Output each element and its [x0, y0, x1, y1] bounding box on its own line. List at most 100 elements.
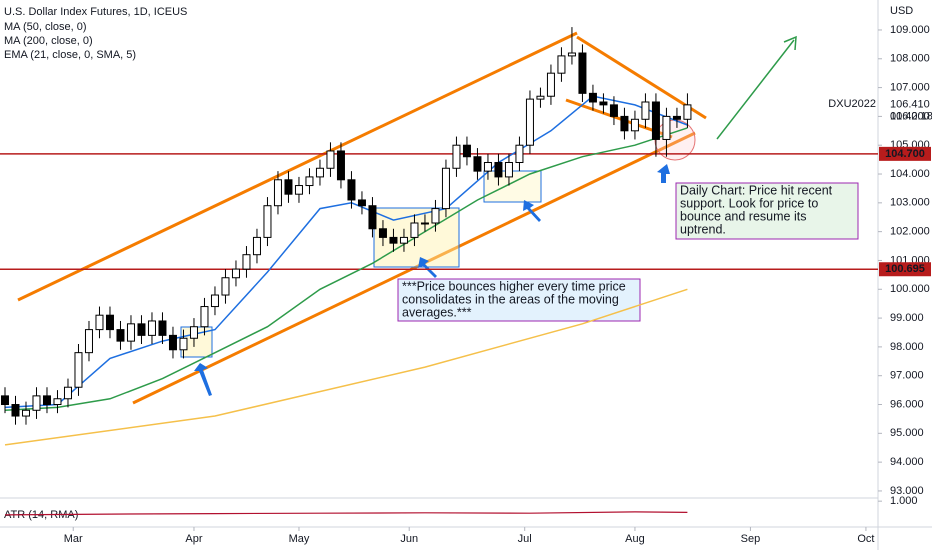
atr-tick-label: 1.000 — [890, 495, 918, 507]
projection-arrow — [716, 39, 795, 140]
blue-arrow — [523, 200, 541, 222]
y-tick-label: 103.000 — [890, 197, 930, 209]
candle-body — [242, 254, 251, 270]
candle-body — [273, 179, 282, 207]
candle-body — [74, 352, 83, 388]
candle-body — [294, 185, 303, 195]
candle-body — [683, 104, 692, 120]
candle-body — [126, 323, 135, 342]
candle-body — [221, 277, 230, 296]
moving-average-line — [4, 288, 688, 446]
y-tick-label: 109.000 — [890, 24, 930, 36]
candle-body — [42, 395, 51, 406]
candle-body — [462, 144, 471, 158]
candle-body — [158, 320, 167, 336]
y-tick-label: 104.000 — [890, 168, 930, 180]
chart-title: U.S. Dollar Index Futures, 1D, ICEUS — [4, 6, 187, 18]
y-tick-label: 102.000 — [890, 226, 930, 238]
annotation: ***Price bounces higher every time price… — [402, 279, 626, 319]
candle-body — [420, 222, 429, 225]
candle-body — [137, 323, 146, 336]
blue-arrow — [418, 257, 437, 278]
candle-body — [105, 314, 114, 331]
y-tick-label: 98.000 — [890, 341, 924, 353]
candle-body — [252, 236, 261, 256]
y-tick-label: 93.000 — [890, 485, 924, 497]
x-tick-label: Oct — [857, 533, 874, 545]
level-tag — [879, 262, 931, 277]
candle-body — [389, 236, 398, 244]
candle-body — [567, 52, 576, 57]
candle-body — [368, 205, 377, 230]
candle-body — [578, 52, 587, 94]
legend-entry: MA (50, close, 0) — [4, 21, 87, 33]
blue-arrow — [657, 164, 670, 183]
annotation-text: consolidates in the areas of the moving — [402, 292, 619, 306]
annotation-box — [675, 182, 859, 240]
candle-body — [504, 161, 513, 178]
y-tick-label: 96.000 — [890, 398, 924, 410]
lower-channel-line — [132, 131, 696, 405]
candle-body — [483, 161, 492, 172]
candle-body — [179, 337, 188, 351]
candle-body — [662, 115, 671, 140]
y-tick-label: 100.000 — [890, 283, 930, 295]
y-tick-label: 99.000 — [890, 312, 924, 324]
last-price-label: 106.410 — [890, 98, 930, 110]
candle-body — [452, 144, 461, 169]
candle-body — [651, 101, 660, 140]
annotation-text: Daily Chart: Price hit recent — [680, 183, 833, 197]
candle-body — [116, 329, 125, 342]
candle-body — [263, 205, 272, 238]
candle-body — [168, 334, 177, 351]
candle-body — [210, 294, 219, 308]
candle-body — [557, 55, 566, 74]
level-label: 100.695 — [885, 263, 925, 275]
candle-body — [378, 228, 387, 238]
candle-body — [431, 208, 440, 224]
projection-arrowhead — [783, 35, 797, 51]
y-tick-label: 95.000 — [890, 427, 924, 439]
currency-label: USD — [890, 5, 913, 17]
candle-body — [399, 236, 408, 244]
candle-body — [357, 199, 366, 207]
candle-body — [200, 306, 209, 328]
candle-body — [315, 167, 324, 178]
legend-entry: MA (200, close, 0) — [4, 35, 93, 47]
annotation-text: averages.*** — [402, 305, 472, 319]
y-tick-label: 94.000 — [890, 456, 924, 468]
candle-body — [620, 115, 629, 132]
annotation-box — [397, 278, 641, 322]
candle-body — [641, 101, 650, 120]
symbol-label: DXU2022 — [828, 98, 876, 110]
candle-body — [515, 144, 524, 163]
candle-body — [473, 156, 482, 172]
x-tick-label: Mar — [64, 533, 83, 545]
legend-entry: EMA (21, close, 0, SMA, 5) — [4, 49, 136, 61]
x-tick-label: Jun — [400, 533, 418, 545]
candle-body — [305, 176, 314, 187]
x-tick-label: Sep — [741, 533, 761, 545]
candle-body — [95, 314, 104, 331]
candle-body — [599, 101, 608, 106]
candle-body — [189, 326, 198, 339]
candle-body — [546, 72, 555, 97]
annotation-text: bounce and resume its — [680, 209, 806, 223]
annotation-text: support. Look for price to — [680, 196, 818, 210]
candle-body — [63, 386, 72, 400]
candle-body — [231, 268, 240, 279]
candle-body — [21, 409, 30, 417]
candle-body — [410, 222, 419, 238]
candle-body — [336, 150, 345, 181]
candle-body — [84, 329, 93, 354]
candle-body — [11, 404, 20, 417]
candle-body — [630, 118, 639, 132]
candle-body — [536, 95, 545, 100]
y-tick-label: 107.000 — [890, 81, 930, 93]
candle-body — [0, 395, 9, 406]
x-tick-label: Jul — [518, 533, 532, 545]
